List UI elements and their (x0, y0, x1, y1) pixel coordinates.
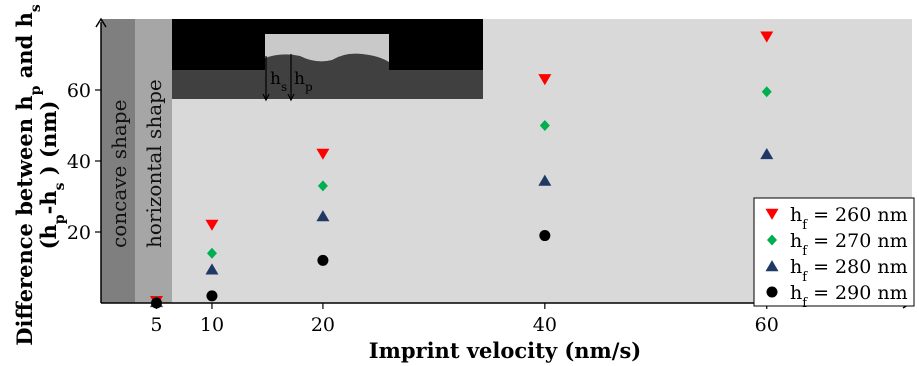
data-point-series-3 (206, 290, 218, 302)
legend-box (753, 197, 915, 307)
x-tick-label: 60 (755, 314, 779, 336)
y-tick-label: 60 (67, 80, 91, 102)
y-axis-arrow (95, 17, 107, 28)
legend-marker-0 (765, 208, 779, 220)
x-tick-label: 5 (150, 314, 162, 336)
x-tick-label: 40 (533, 314, 557, 336)
inset-hp-arrowhead (287, 93, 295, 102)
x-tick-label: 20 (311, 314, 335, 336)
data-point-series-1 (761, 86, 772, 98)
data-point-series-1 (317, 180, 328, 192)
region-horizontal (135, 19, 172, 303)
legend-label-3: hf = 290 nm (790, 282, 908, 311)
inset-hp-label: hp (294, 69, 313, 94)
region-concave (101, 19, 135, 303)
legend-marker-2 (765, 260, 779, 272)
data-point-series-2 (760, 148, 774, 160)
inset-polymer (265, 53, 389, 70)
y-tick-label: 20 (67, 222, 91, 244)
inset-schematic: hs hp (172, 19, 483, 102)
legend-marker-3 (766, 286, 778, 298)
data-point-series-3 (539, 230, 551, 242)
data-point-series-2 (538, 174, 552, 186)
y-axis-title-line1: Difference between hp and hs (12, 4, 44, 346)
x-ticks: 5 10 20 40 60 (150, 303, 779, 336)
inset-substrate (172, 70, 483, 99)
legend-label-0: hf = 260 nm (790, 204, 908, 233)
x-tick-label: 10 (200, 314, 224, 336)
y-axis-title-line2: (hp-hs ) (nm) (36, 101, 68, 250)
inset-hs-label: hs (270, 69, 287, 94)
data-point-series-0 (760, 31, 774, 43)
data-point-series-0 (205, 219, 219, 231)
data-point-series-3 (317, 254, 329, 266)
data-point-series-1 (206, 247, 217, 259)
inset-hs-arrowhead (262, 93, 270, 102)
region-concave-label: concave shape (107, 100, 131, 248)
data-point-series-2 (205, 263, 219, 275)
legend-label-1: hf = 270 nm (790, 230, 908, 259)
data-point-series-0 (538, 74, 552, 86)
data-point-series-3 (150, 297, 162, 309)
data-point-series-0 (316, 148, 330, 160)
y-tick-label: 40 (67, 151, 91, 173)
data-point-series-2 (316, 210, 330, 222)
y-ticks: 20 40 60 (67, 80, 101, 244)
data-point-series-1 (539, 120, 550, 131)
legend-label-2: hf = 280 nm (790, 256, 908, 285)
x-axis-title: Imprint velocity (nm/s) (369, 338, 641, 363)
region-horizontal-label: horizontal shape (142, 79, 166, 248)
legend-marker-1 (767, 234, 777, 246)
